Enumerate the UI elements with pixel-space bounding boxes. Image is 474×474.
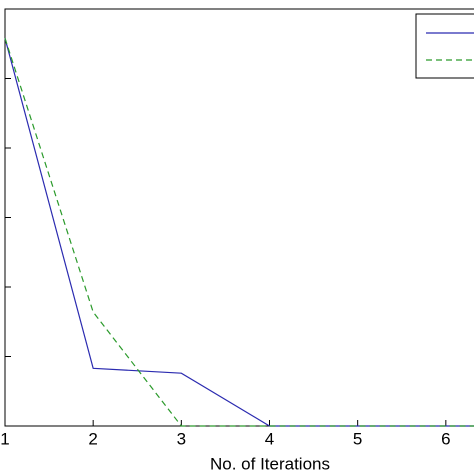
x-tick-label: 5 xyxy=(353,429,362,448)
x-tick-label: 1 xyxy=(0,429,9,448)
x-tick-label: 2 xyxy=(88,429,97,448)
series-line xyxy=(4,38,474,427)
x-axis-label: No. of Iterations xyxy=(210,454,330,473)
legend-box xyxy=(415,13,474,79)
series-line xyxy=(4,38,474,427)
x-tick-label: 3 xyxy=(177,429,186,448)
x-tick-label: 4 xyxy=(265,429,274,448)
x-tick-label: 6 xyxy=(441,429,450,448)
plot-frame xyxy=(4,8,474,427)
